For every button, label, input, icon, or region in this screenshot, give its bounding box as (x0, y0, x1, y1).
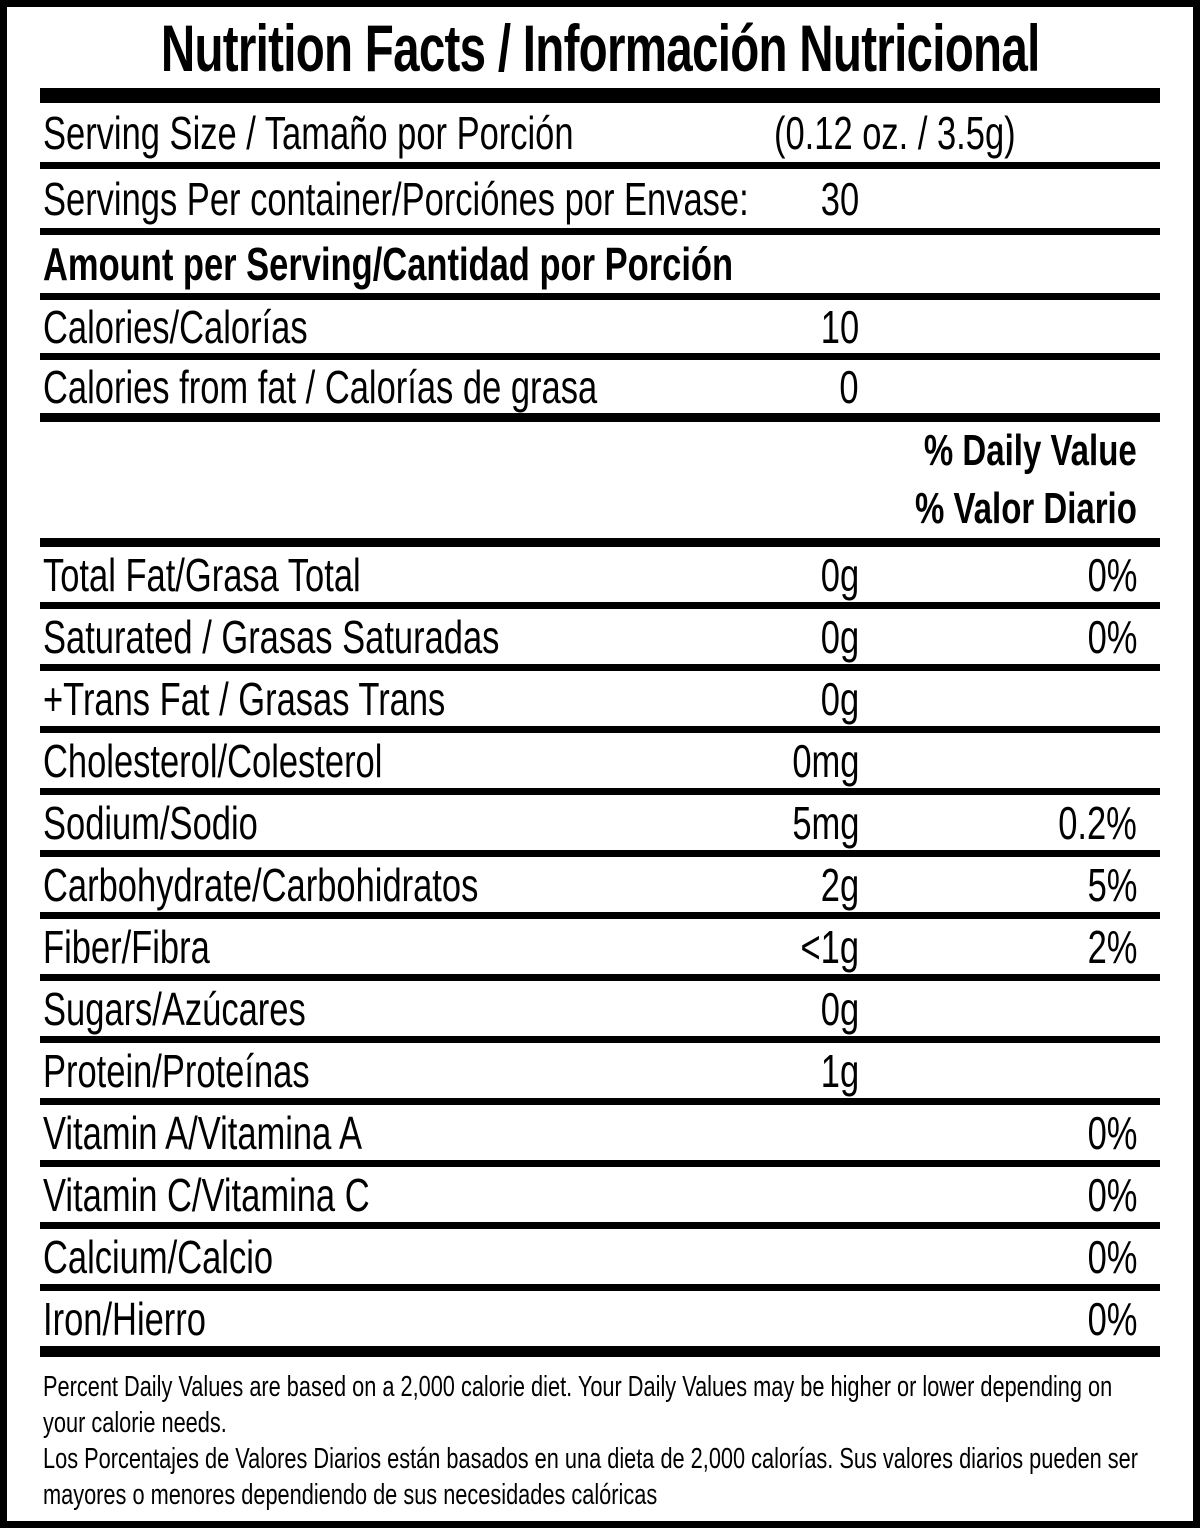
divider (40, 293, 1160, 300)
nutrient-label: Sugars/Azúcares (43, 982, 306, 1035)
nutrient-daily-value: 5% (1087, 858, 1137, 911)
nutrient-daily-value: 0% (1087, 548, 1137, 601)
calories-from-fat-row: Calories from fat / Calorías de grasa 0 (7, 360, 1193, 413)
divider (40, 912, 1160, 919)
footnote-english: Percent Daily Values are based on a 2,00… (43, 1371, 1113, 1439)
nutrient-daily-value: 0% (1087, 1230, 1137, 1283)
divider (40, 788, 1160, 795)
nutrient-row-vitamin-a: Vitamin A/Vitamina A 0% (7, 1105, 1193, 1160)
divider (40, 602, 1160, 609)
nutrient-row-sodium: Sodium/Sodio 5mg 0.2% (7, 795, 1193, 850)
servings-per-container-row: Servings Per container/Porciónes por Env… (7, 169, 1193, 228)
divider (40, 850, 1160, 857)
nutrient-label: Cholesterol/Colesterol (43, 734, 383, 787)
nutrient-amount: 0g (820, 610, 859, 663)
nutrient-label: Iron/Hierro (43, 1292, 206, 1345)
divider (40, 1284, 1160, 1291)
nutrient-daily-value: 0% (1087, 1106, 1137, 1159)
nutrient-row-saturated-fat: Saturated / Grasas Saturadas 0g 0% (7, 609, 1193, 664)
divider (40, 1036, 1160, 1043)
nutrient-row-protein: Protein/Proteínas 1g (7, 1043, 1193, 1098)
nutrient-daily-value: 0% (1087, 1168, 1137, 1221)
nutrient-label: Carbohydrate/Carbohidratos (43, 858, 479, 911)
nutrient-amount: 5mg (791, 796, 859, 849)
divider (40, 664, 1160, 671)
nutrient-label: Sodium/Sodio (43, 796, 258, 849)
daily-value-header-es: % Valor Diario (915, 484, 1137, 533)
footnote-separator-bar (40, 1346, 1160, 1357)
nutrient-amount: 0g (820, 672, 859, 725)
nutrient-label: Vitamin C/Vitamina C (43, 1168, 370, 1221)
nutrient-label: Calcium/Calcio (43, 1230, 274, 1283)
nutrient-amount: 2g (820, 858, 859, 911)
nutrient-label: Fiber/Fibra (43, 920, 210, 973)
daily-value-header-en: % Daily Value (924, 426, 1137, 475)
serving-size-label: Serving Size / Tamaño por Porción (43, 106, 574, 159)
nutrient-row-carbohydrate: Carbohydrate/Carbohidratos 2g 5% (7, 857, 1193, 912)
nutrient-amount: 0g (820, 548, 859, 601)
divider (40, 162, 1160, 169)
nutrient-daily-value: 0% (1087, 1292, 1137, 1345)
calories-value: 10 (820, 300, 859, 353)
calories-row: Calories/Calorías 10 (7, 300, 1193, 353)
divider (40, 1160, 1160, 1167)
calories-label: Calories/Calorías (43, 300, 308, 353)
calories-from-fat-label: Calories from fat / Calorías de grasa (43, 360, 598, 413)
divider (40, 974, 1160, 981)
nutrient-row-sugars: Sugars/Azúcares 0g (7, 981, 1193, 1036)
label-title-row: Nutrition Facts / Información Nutriciona… (7, 7, 1193, 88)
nutrient-daily-value: 0.2% (1058, 796, 1137, 849)
servings-per-container-label: Servings Per container/Porciónes por Env… (43, 172, 749, 225)
serving-size-value: (0.12 oz. / 3.5g) (774, 106, 1017, 159)
footnote: Percent Daily Values are based on a 2,00… (7, 1357, 1193, 1521)
footnote-spanish: Los Porcentajes de Valores Diarios están… (43, 1443, 1139, 1511)
nutrient-label: Vitamin A/Vitamina A (43, 1106, 362, 1159)
nutrient-row-cholesterol: Cholesterol/Colesterol 0mg (7, 733, 1193, 788)
divider (40, 1098, 1160, 1105)
section-divider (40, 413, 1160, 422)
amount-per-serving-header-row: Amount per Serving/Cantidad por Porción (7, 235, 1193, 293)
daily-value-header-en-row: % Daily Value (7, 422, 1193, 480)
divider (40, 228, 1160, 235)
nutrient-daily-value: 2% (1087, 920, 1137, 973)
nutrient-label: Saturated / Grasas Saturadas (43, 610, 500, 663)
nutrient-amount: 0g (820, 982, 859, 1035)
serving-size-row: Serving Size / Tamaño por Porción (0.12 … (7, 103, 1193, 162)
nutrient-row-trans-fat: +Trans Fat / Grasas Trans 0g (7, 671, 1193, 726)
nutrient-label: +Trans Fat / Grasas Trans (43, 672, 446, 725)
nutrient-row-total-fat: Total Fat/Grasa Total 0g 0% (7, 547, 1193, 602)
nutrient-row-fiber: Fiber/Fibra <1g 2% (7, 919, 1193, 974)
nutrient-amount: <1g (800, 920, 859, 973)
nutrient-row-iron: Iron/Hierro 0% (7, 1291, 1193, 1346)
title-separator-bar (40, 88, 1160, 103)
nutrient-label: Total Fat/Grasa Total (43, 548, 361, 601)
section-divider (40, 538, 1160, 547)
nutrient-amount: 0mg (791, 734, 859, 787)
servings-per-container-value: 30 (820, 172, 859, 225)
divider (40, 1222, 1160, 1229)
divider (40, 353, 1160, 360)
daily-value-header-es-row: % Valor Diario (7, 480, 1193, 538)
nutrient-row-vitamin-c: Vitamin C/Vitamina C 0% (7, 1167, 1193, 1222)
nutrient-daily-value: 0% (1087, 610, 1137, 663)
nutrient-row-calcium: Calcium/Calcio 0% (7, 1229, 1193, 1284)
nutrient-label: Protein/Proteínas (43, 1044, 310, 1097)
divider (40, 726, 1160, 733)
label-title: Nutrition Facts / Información Nutriciona… (160, 10, 1040, 85)
nutrient-amount: 1g (820, 1044, 859, 1097)
amount-per-serving-header: Amount per Serving/Cantidad por Porción (43, 238, 734, 290)
calories-from-fat-value: 0 (839, 360, 859, 413)
